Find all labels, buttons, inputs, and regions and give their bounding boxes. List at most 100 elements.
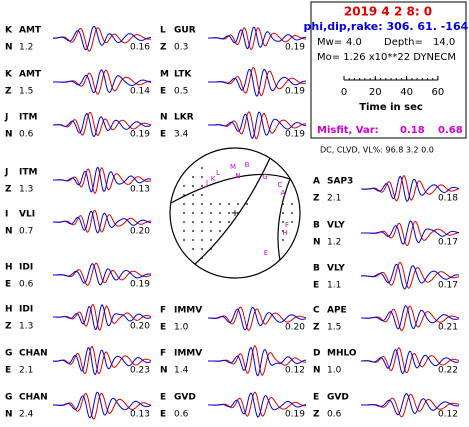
amplitude: 1.0 [174,323,189,333]
tension-dot [201,185,203,187]
component: Z [5,322,12,332]
tension-dot [192,203,194,205]
mw: 4.0 [346,37,362,48]
amplitude: 1.3 [19,322,33,332]
tension-dot [201,212,203,214]
component: E [5,280,11,290]
synthetic-waveform [53,304,152,331]
tension-dot [291,212,293,214]
station-name: IDI [19,263,33,273]
station-id: D [313,349,320,359]
fit: 0.20 [130,322,150,332]
fit: 0.19 [285,87,305,97]
nodal-plane [170,173,291,261]
tension-dot [282,203,284,205]
station-id: G [5,393,12,403]
component: Z [5,87,12,97]
synthetic-waveform [53,210,152,234]
fit: 0.18 [438,194,458,204]
tension-dot [192,194,194,196]
station-id: J [4,168,8,178]
station-name: GVD [174,393,196,403]
station-name: LTK [174,70,192,80]
fit: 0.17 [438,281,458,291]
station-id: F [160,306,166,316]
tension-dot [228,203,230,205]
component: Z [313,323,320,333]
fit: 0.12 [285,366,305,376]
tension-dot [219,203,221,205]
synthetic-waveform [53,166,152,193]
synthetic-waveform [361,393,459,416]
station-id: K [5,70,13,80]
station-id: B [313,221,320,231]
observed-waveform [53,303,152,331]
component: E [160,323,166,333]
component: Z [313,194,320,204]
component: E [160,87,166,97]
station-name: VLI [19,210,35,220]
synthetic-waveform [208,111,307,140]
fit: 0.22 [438,366,458,376]
amplitude: 1.2 [19,43,33,53]
center-mark: + [231,208,239,219]
scale-tick-label: 20 [369,87,382,98]
amplitude: 0.7 [19,227,33,237]
fit: 0.19 [130,280,150,290]
beachball [169,147,301,279]
synthetic-waveform [361,175,460,202]
observed-waveform [361,393,460,418]
observed-waveform [207,306,307,331]
station-name: VLY [327,264,345,274]
amplitude: 1.2 [327,238,341,248]
observed-waveform [360,261,460,289]
synthetic-waveform [208,68,307,97]
station-marker: N [235,172,240,180]
station-id: A [313,177,320,187]
station-id: L [160,26,166,36]
synthetic-waveform [53,69,152,94]
station-name: GUR [174,26,196,36]
fit: 0.19 [285,410,305,420]
tension-dot [201,167,203,169]
station-marker: F [285,221,289,229]
station-name: AMT [19,70,42,80]
station-name: IDI [19,305,33,315]
tension-dot [237,203,239,205]
station-name: AMT [19,26,42,36]
component: Z [5,185,12,195]
synthetic-waveform [208,347,307,377]
fit: 0.14 [130,87,150,97]
amplitude: 1.0 [327,366,342,376]
title: 2019 4 2 8: 0 [344,5,432,19]
observed-waveform [53,392,152,420]
tension-dot [183,221,185,223]
station-id: G [5,349,12,359]
observed-waveform [53,345,152,375]
scale-label: Time in sec [359,102,423,113]
component: Z [313,410,320,420]
tension-dot [219,221,221,223]
station-id: K [5,26,13,36]
station-marker: M [230,163,236,171]
tension-dot [282,230,284,232]
fit: 0.19 [130,130,150,140]
fit: 0.13 [130,185,150,195]
station-name: GVD [327,393,349,403]
tension-dot [183,194,185,196]
amplitude: 1.5 [19,87,33,97]
observed-waveform [361,305,460,332]
station-name: ITM [19,168,37,178]
station-name: SAP3 [327,177,353,187]
station-name: APE [327,306,347,316]
tension-dot [183,203,185,205]
tension-dot [192,230,194,232]
tension-dot [237,212,239,214]
component: N [313,238,321,248]
component: N [5,410,13,420]
station-name: LKR [174,113,194,123]
synthetic-waveform [361,305,460,330]
component: Z [160,43,167,53]
component: N [5,227,13,237]
